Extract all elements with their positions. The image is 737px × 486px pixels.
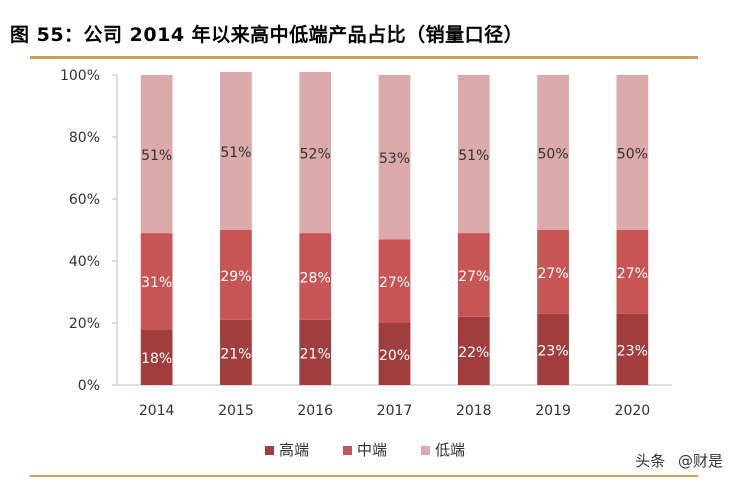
data-label: 29% (220, 269, 251, 285)
legend-label: 低端 (435, 441, 465, 459)
watermark-separator (669, 452, 674, 470)
data-label: 50% (617, 147, 648, 163)
data-label: 27% (538, 266, 569, 282)
legend-swatch (343, 446, 352, 455)
data-label: 31% (141, 275, 172, 291)
legend-label: 高端 (279, 441, 309, 459)
bar-segment (457, 233, 490, 317)
bar-segment (140, 233, 173, 330)
x-tick-label: 2015 (218, 403, 254, 419)
bar-segment (616, 230, 649, 314)
data-label: 20% (379, 348, 410, 364)
bar-segment (299, 233, 332, 320)
bar-segment (140, 329, 173, 385)
chart-title: 图 55：公司 2014 年以来高中低端产品占比（销量口径） (10, 24, 524, 46)
data-label: 28% (300, 271, 331, 287)
data-label: 51% (458, 148, 489, 164)
watermark-handle: @财是 (677, 452, 723, 470)
data-label: 21% (220, 346, 251, 362)
bar-segment (220, 71, 252, 231)
y-tick-label: 60% (69, 192, 100, 208)
data-label: 22% (458, 345, 489, 361)
bar-segment (537, 313, 569, 385)
x-tick-label: 2014 (139, 403, 175, 419)
x-tick-label: 2019 (535, 403, 571, 419)
y-tick-label: 80% (69, 130, 100, 146)
x-tick-label: 2017 (377, 403, 413, 419)
footer-rule (30, 475, 698, 477)
bar-segment (537, 230, 569, 314)
bar-segment (616, 75, 649, 230)
data-label: 51% (220, 145, 251, 161)
data-label: 23% (538, 343, 569, 359)
bar-segment (378, 323, 411, 385)
data-label: 21% (300, 346, 331, 362)
watermark-brand: 头条 (635, 452, 666, 470)
data-label: 18% (141, 351, 172, 367)
data-label: 50% (538, 147, 569, 163)
x-tick-label: 2018 (456, 403, 492, 419)
data-label: 27% (458, 269, 489, 285)
data-label: 52% (300, 147, 331, 163)
x-tick-label: 2020 (615, 403, 651, 419)
y-tick-label: 20% (69, 316, 100, 332)
data-label: 27% (617, 266, 648, 282)
bar-segment (457, 75, 490, 234)
legend-swatch (265, 446, 274, 455)
y-tick-label: 100% (60, 68, 100, 84)
y-tick-label: 40% (69, 254, 100, 270)
bar-segment (220, 230, 252, 320)
data-label: 51% (141, 148, 172, 164)
bar-segment (457, 316, 490, 385)
data-label: 53% (379, 151, 410, 167)
bar-segment (299, 319, 332, 385)
title-rule (30, 56, 698, 59)
data-label: 27% (379, 275, 410, 291)
bar-segment (616, 313, 649, 385)
x-tick-label: 2016 (297, 403, 333, 419)
legend-label: 中端 (357, 441, 387, 459)
bar-segment (299, 71, 332, 234)
bar-segment (140, 75, 173, 234)
y-tick-label: 0% (78, 378, 100, 394)
bar-segment (378, 75, 411, 240)
bar-segment (378, 239, 411, 323)
bar-segment (537, 75, 569, 230)
data-label: 23% (617, 343, 648, 359)
watermark: 头条 @财是 (635, 450, 723, 471)
legend-swatch (421, 446, 430, 455)
bar-segment (220, 319, 252, 385)
